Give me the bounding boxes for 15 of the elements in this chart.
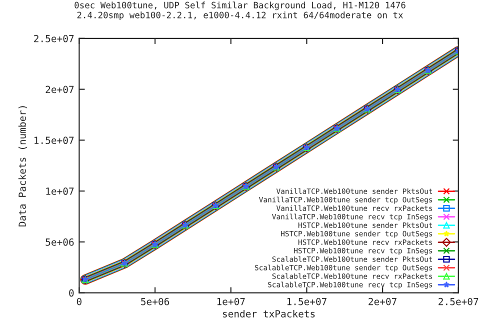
x-tick-label: 1e+07: [217, 298, 245, 306]
y-axis-title: Data Packets (number): [18, 106, 28, 226]
x-tick-label: 2.5e+07: [438, 298, 478, 306]
y-tick-label: 1e+07: [46, 188, 74, 195]
x-tick-label: 2e+07: [368, 298, 396, 306]
y-tick-label: 0: [69, 289, 74, 297]
y-tick-label: 2e+07: [46, 86, 74, 94]
y-tick-label: 1.5e+07: [34, 136, 74, 144]
y-tick-label: 5e+06: [46, 238, 74, 246]
y-tick-label: 2.5e+07: [34, 34, 74, 42]
chart-title: 0sec Web100tune, UDP Self Similar Background Load, H1-M120 1476 2.4.20smp web100-2.2.1, e1000-4.4.12 rxint 64/64moderate on tx: [74, 2, 406, 20]
x-tick-label: 5e+06: [141, 298, 170, 306]
x-tick-label: 0: [76, 298, 82, 306]
x-axis-title: sender txPackets: [222, 310, 315, 318]
x-tick-label: 1.5e+07: [287, 298, 326, 306]
